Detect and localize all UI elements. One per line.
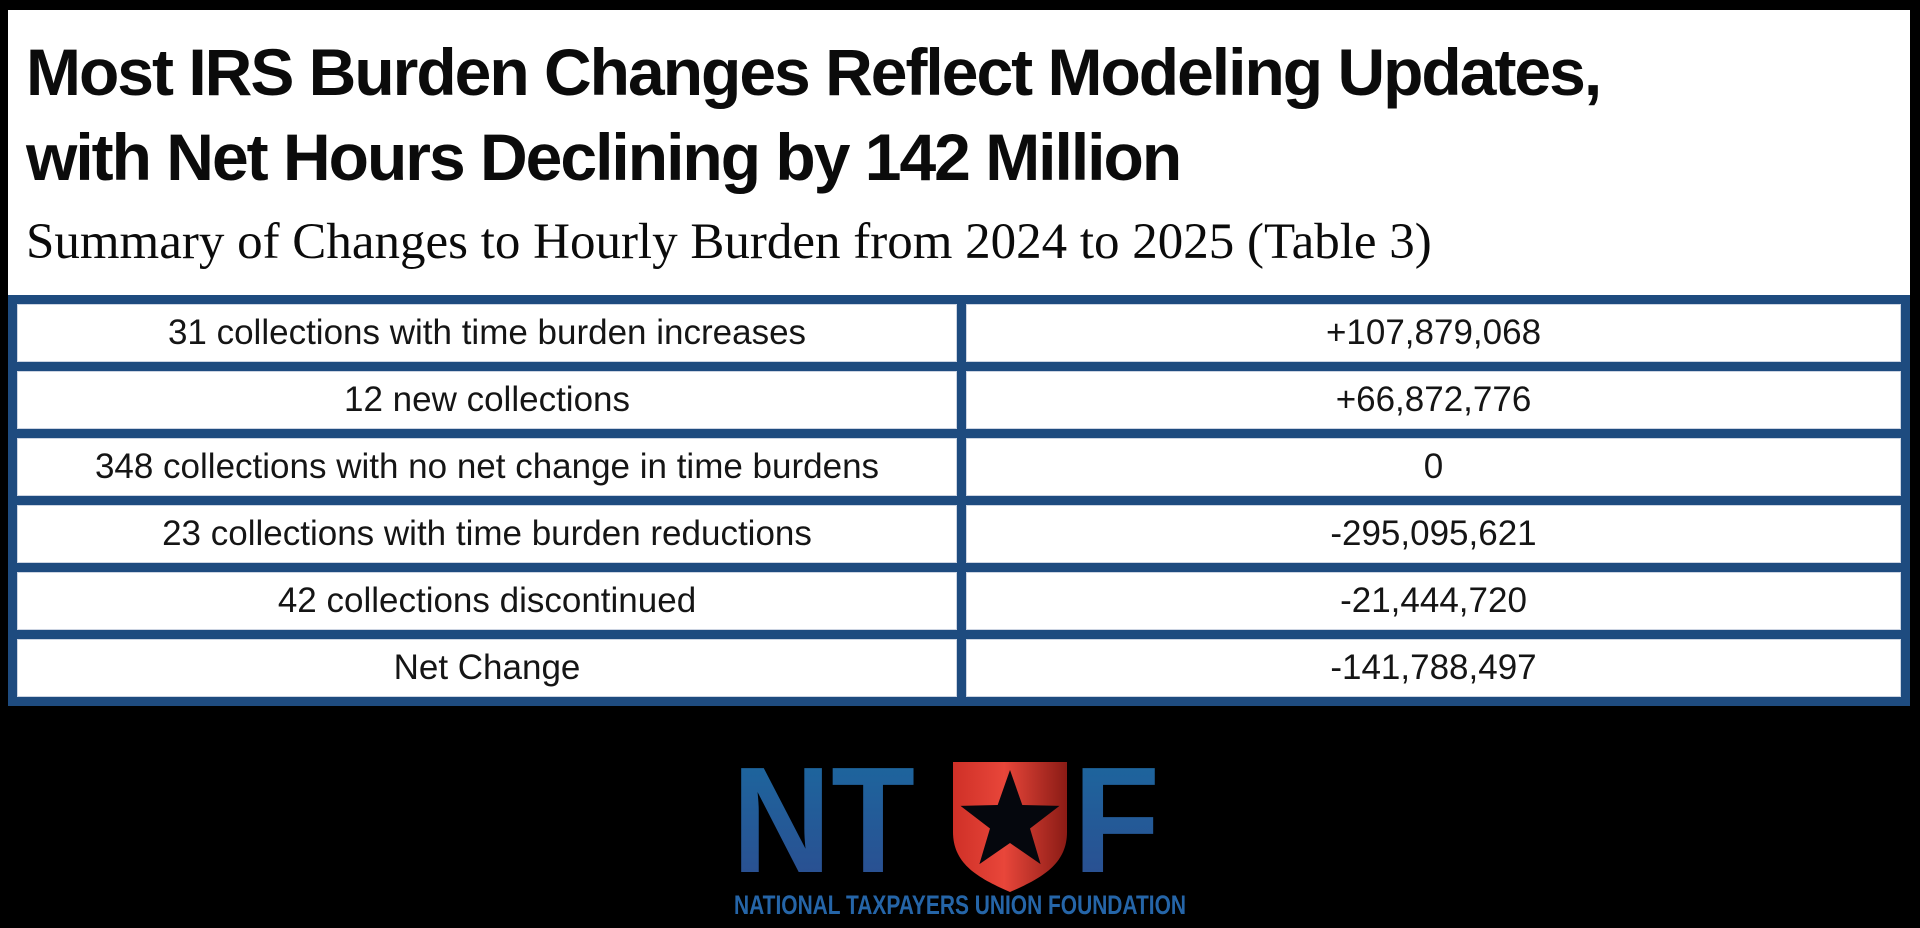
table-row-value: -295,095,621 (966, 505, 1901, 563)
table-row-label: 23 collections with time burden reductio… (17, 505, 957, 563)
title-line-2: with Net Hours Declining by 142 Million (26, 120, 1182, 194)
table-row-value: -21,444,720 (966, 572, 1901, 630)
table-row-value: -141,788,497 (966, 639, 1901, 697)
table-row-label: 12 new collections (17, 371, 957, 429)
star-icon (960, 770, 1060, 865)
ntuf-logo: NT F NATIONAL TAXPAYERS UNION FOUNDATION (732, 762, 1186, 920)
title-line-1: Most IRS Burden Changes Reflect Modeling… (26, 35, 1602, 109)
page-subtitle: Summary of Changes to Hourly Burden from… (26, 214, 1432, 270)
logo-tagline: NATIONAL TAXPAYERS UNION FOUNDATION (734, 890, 1186, 920)
logo-letters-nt: NT (732, 762, 915, 904)
header: Most IRS Burden Changes Reflect Modeling… (8, 10, 1910, 295)
footer: NT F NATIONAL TAXPAYERS UNION FOUNDATION (0, 712, 1920, 928)
table-row-value: +66,872,776 (966, 371, 1901, 429)
table-row-label: 31 collections with time burden increase… (17, 304, 957, 362)
page-title: Most IRS Burden Changes Reflect Modeling… (26, 30, 1886, 200)
burden-summary-table: 31 collections with time burden increase… (8, 295, 1910, 706)
table-row-value: +107,879,068 (966, 304, 1901, 362)
table-row-label: 42 collections discontinued (17, 572, 957, 630)
table-row-label: Net Change (17, 639, 957, 697)
table-row-value: 0 (966, 438, 1901, 496)
logo-letter-f: F (1073, 762, 1160, 904)
table-row-label: 348 collections with no net change in ti… (17, 438, 957, 496)
